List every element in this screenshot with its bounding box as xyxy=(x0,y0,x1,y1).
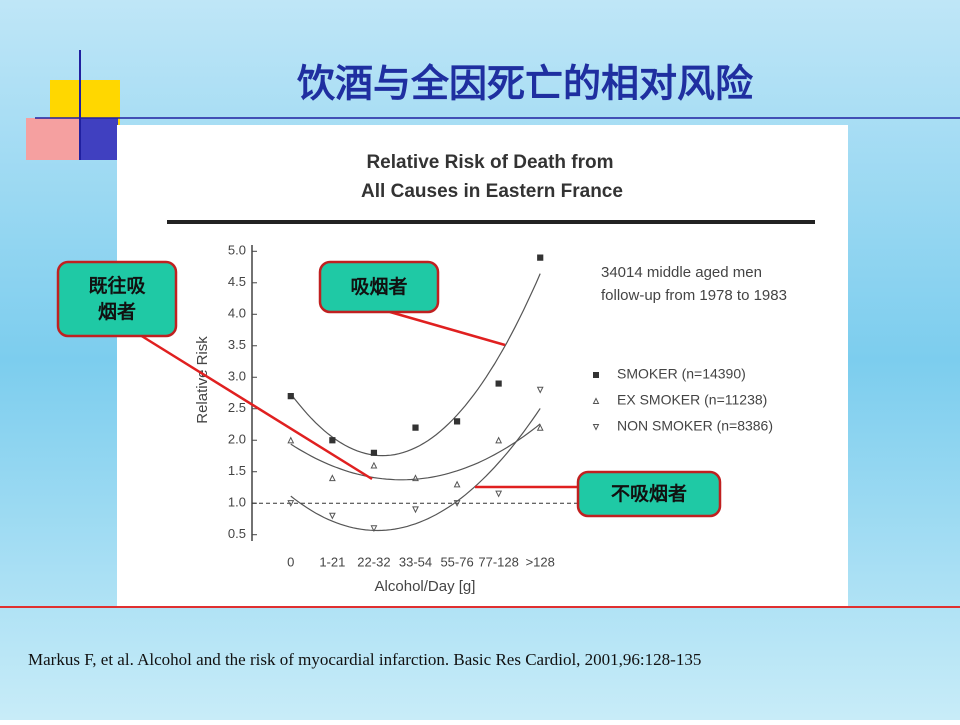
trend-curve xyxy=(290,423,541,481)
y-tick-label: 4.5 xyxy=(228,274,246,289)
legend-marker xyxy=(593,372,599,378)
callout: 既往吸烟者 xyxy=(88,275,146,323)
citation: Markus F, et al. Alcohol and the risk of… xyxy=(28,650,701,669)
trend-curve xyxy=(290,273,541,457)
x-tick-label: 1-21 xyxy=(319,554,345,569)
y-tick-label: 3.0 xyxy=(228,369,246,384)
plot: 0.5 1.0 1.5 2.0 2.5 3.0 3.5 4.0 4.5 5.0 0 1-21 22-32… xyxy=(228,243,773,570)
x-axis-label: Alcohol/Day [g] xyxy=(375,578,476,595)
callouts: 既往吸烟者 吸烟者 不吸烟者 xyxy=(56,260,722,518)
callout-text: 不吸烟者 xyxy=(610,483,687,505)
point xyxy=(453,480,461,488)
callout-pointer xyxy=(389,310,506,347)
point xyxy=(287,436,295,444)
x-tick-label: >128 xyxy=(526,554,555,569)
x-tick-label: 77-128 xyxy=(478,554,518,569)
point xyxy=(537,254,544,261)
callout-text: 既往吸烟者 xyxy=(88,275,146,323)
annotation: follow-up from 1978 to 1983 xyxy=(601,287,787,304)
annotation: 34014 middle aged men xyxy=(601,264,762,281)
legend-label: SMOKER (n=14390) xyxy=(617,366,746,382)
point xyxy=(495,436,503,444)
callout-box xyxy=(318,260,440,314)
callout-box xyxy=(56,260,178,338)
point xyxy=(495,490,503,498)
y-tick-label: 5.0 xyxy=(228,243,246,258)
x-tick-label: 55-76 xyxy=(440,554,473,569)
y-tick-label: 1.0 xyxy=(228,495,246,510)
point xyxy=(536,386,544,394)
point xyxy=(328,512,336,520)
x-tick-label: 22-32 xyxy=(357,554,390,569)
callout-text: 吸烟者 xyxy=(350,276,408,298)
x-tick-label: 33-54 xyxy=(399,554,432,569)
point xyxy=(495,380,502,387)
point xyxy=(453,500,461,507)
point xyxy=(370,461,378,469)
point xyxy=(412,424,419,431)
legend-label: NON SMOKER (n=8386) xyxy=(617,418,773,434)
legend-label: EX SMOKER (n=11238) xyxy=(617,392,767,408)
legend-marker xyxy=(592,424,600,431)
deco xyxy=(26,118,81,160)
point xyxy=(412,506,419,514)
slide-title: 饮酒与全因死亡的相对风险 xyxy=(297,62,754,106)
point xyxy=(370,525,378,533)
x-tick-label: 0 xyxy=(287,554,294,569)
point xyxy=(328,474,336,482)
callout-box xyxy=(576,470,722,518)
callout-pointer xyxy=(139,333,373,481)
callout: 不吸烟者 xyxy=(610,483,687,505)
y-tick-label: 4.0 xyxy=(228,306,246,321)
y-tick-label: 1.5 xyxy=(228,463,246,478)
y-axis-label: Relative Risk xyxy=(194,336,211,424)
chart-title: All Causes in Eastern France xyxy=(361,181,623,202)
deco xyxy=(80,118,118,160)
y-tick-label: 3.5 xyxy=(228,337,246,352)
y-tick-label: 2.0 xyxy=(228,432,246,447)
trend-curve xyxy=(290,408,541,532)
point xyxy=(287,393,294,400)
y-tick-label: 2.5 xyxy=(228,400,246,415)
point xyxy=(412,474,419,482)
point xyxy=(453,418,461,425)
chart-panel xyxy=(117,125,848,607)
legend-marker xyxy=(592,397,600,404)
point xyxy=(536,423,544,431)
point xyxy=(370,449,378,456)
point xyxy=(329,437,336,444)
y-tick-label: 0.5 xyxy=(228,526,246,541)
callout: 吸烟者 xyxy=(350,276,408,298)
point xyxy=(287,500,295,507)
chart-title: Relative Risk of Death from xyxy=(366,152,613,173)
